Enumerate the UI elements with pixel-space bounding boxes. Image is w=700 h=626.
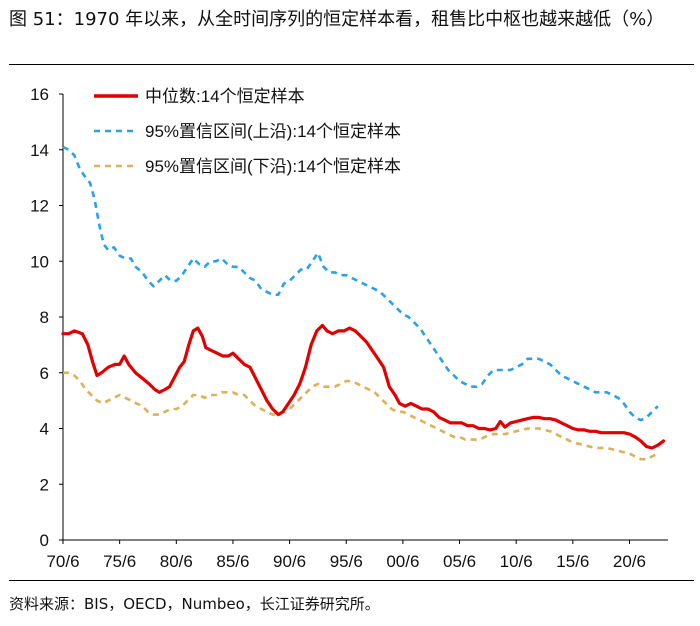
x-tick-label: 70/6 — [46, 552, 79, 571]
x-tick-label: 75/6 — [103, 552, 136, 571]
line-chart: 0 2 4 6 8 10 12 14 16 70/6 75/6 80/6 85/6 90/6 95/6 00/… — [30, 85, 668, 571]
legend-label-1: 中位数:14个恒定样本 — [145, 87, 305, 106]
x-tick-label: 80/6 — [160, 552, 193, 571]
y-tick-label: 12 — [30, 197, 49, 216]
chart-title: 图 51：1970 年以来，从全时间序列的恒定样本看，租售比中枢也越来越低（%） — [9, 9, 665, 30]
series-group — [61, 145, 666, 461]
y-tick-label: 6 — [40, 364, 49, 383]
x-tick-label: 00/6 — [386, 552, 419, 571]
x-tick-label: 20/6 — [613, 552, 646, 571]
x-tick-label: 85/6 — [216, 552, 249, 571]
series-line-1 — [61, 323, 666, 450]
legend-label-2: 95%置信区间(上沿):14个恒定样本 — [145, 122, 401, 141]
legend-label-3: 95%置信区间(下沿):14个恒定样本 — [145, 157, 401, 176]
legend: 中位数:14个恒定样本 95%置信区间(上沿):14个恒定样本 95%置信区间(下沿… — [94, 87, 401, 176]
series-line-2 — [62, 145, 659, 422]
x-tick-label: 05/6 — [443, 552, 476, 571]
x-tick-label: 95/6 — [330, 552, 363, 571]
y-tick-label: 14 — [30, 141, 49, 160]
y-tick-label: 10 — [30, 252, 49, 271]
y-tick-label: 0 — [40, 531, 49, 550]
y-tick-label: 2 — [40, 475, 49, 494]
y-tick-label: 8 — [40, 308, 49, 327]
y-tick-label: 16 — [30, 85, 49, 104]
title-divider — [9, 64, 694, 65]
y-tick-label: 4 — [40, 420, 49, 439]
x-tick-label: 90/6 — [273, 552, 306, 571]
x-tick-label: 10/6 — [500, 552, 533, 571]
source-divider — [9, 580, 694, 581]
x-tick-label: 15/6 — [556, 552, 589, 571]
axes: 0 2 4 6 8 10 12 14 16 70/6 75/6 80/6 85/6 90/6 95/6 00/… — [30, 85, 668, 571]
series-line-3 — [63, 371, 659, 461]
source-note: 资料来源：BIS，OECD，Numbeo，长江证券研究所。 — [9, 595, 380, 613]
